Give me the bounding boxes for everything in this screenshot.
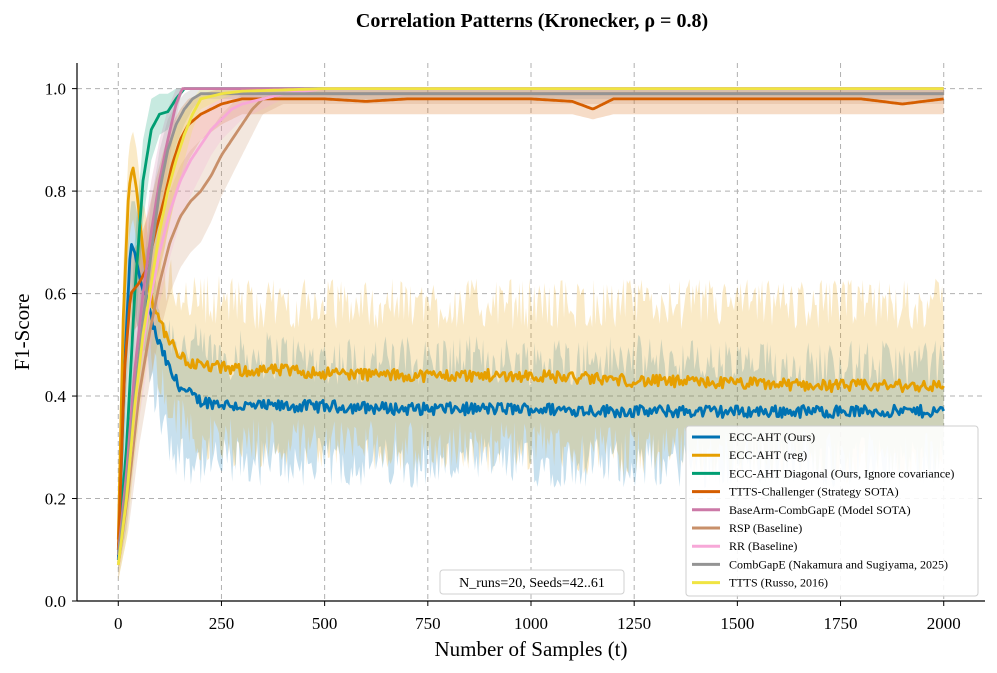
band-0 bbox=[118, 201, 944, 581]
y-axis-label: F1-Score bbox=[10, 294, 34, 371]
legend-label: BaseArm-CombGapE (Model SOTA) bbox=[729, 503, 911, 517]
x-tick-label: 0 bbox=[114, 614, 123, 633]
series-lines bbox=[116, 87, 945, 566]
band-1 bbox=[118, 131, 944, 560]
series-line-1 bbox=[116, 166, 945, 540]
legend-label: RR (Baseline) bbox=[729, 539, 797, 553]
legend: ECC-AHT (Ours) ECC-AHT (reg) ECC-AHT Diago… bbox=[685, 425, 979, 597]
y-tick-label: 0.4 bbox=[45, 387, 67, 406]
x-tick-label: 2000 bbox=[927, 614, 961, 633]
x-tick-label: 1500 bbox=[720, 614, 754, 633]
band-3 bbox=[118, 88, 944, 571]
y-tick-label: 0.0 bbox=[45, 592, 66, 611]
x-tick-label: 250 bbox=[209, 614, 235, 633]
x-tick-label: 500 bbox=[312, 614, 338, 633]
y-ticks: 0.0 0.2 0.4 0.6 0.8 1.0 bbox=[45, 80, 77, 611]
legend-label: RSP (Baseline) bbox=[729, 521, 802, 535]
legend-label: ECC-AHT (Ours) bbox=[729, 430, 815, 444]
legend-label: ECC-AHT (reg) bbox=[729, 448, 807, 462]
legend-label: TTTS-Challenger (Strategy SOTA) bbox=[729, 485, 899, 499]
x-tick-label: 1750 bbox=[824, 614, 858, 633]
x-tick-label: 1250 bbox=[617, 614, 651, 633]
annotation-text: N_runs=20, Seeds=42..61 bbox=[459, 576, 605, 591]
series-line-7 bbox=[116, 92, 944, 556]
y-tick-label: 0.8 bbox=[45, 182, 66, 201]
annotation-box: N_runs=20, Seeds=42..61 bbox=[439, 569, 625, 595]
band-6 bbox=[118, 88, 944, 581]
x-tick-label: 750 bbox=[415, 614, 441, 633]
legend-label: TTTS (Russo, 2016) bbox=[729, 576, 828, 590]
y-tick-label: 0.2 bbox=[45, 490, 66, 509]
legend-label: ECC-AHT Diagonal (Ours, Ignore covarianc… bbox=[729, 466, 954, 480]
x-tick-label: 1000 bbox=[514, 614, 548, 633]
y-tick-label: 1.0 bbox=[45, 80, 66, 99]
series-line-3 bbox=[116, 97, 944, 550]
series-line-8 bbox=[116, 87, 944, 566]
x-ticks: 0 250 500 750 1000 1250 1500 1750 2000 bbox=[114, 601, 961, 633]
x-axis-label: Number of Samples (t) bbox=[434, 637, 627, 661]
chart-title: Correlation Patterns (Kronecker, ρ = 0.8… bbox=[356, 10, 708, 32]
series-line-0 bbox=[116, 242, 945, 561]
confidence-bands bbox=[118, 88, 944, 581]
legend-label: CombGapE (Nakamura and Sugiyama, 2025) bbox=[729, 557, 948, 571]
y-tick-label: 0.6 bbox=[45, 285, 66, 304]
